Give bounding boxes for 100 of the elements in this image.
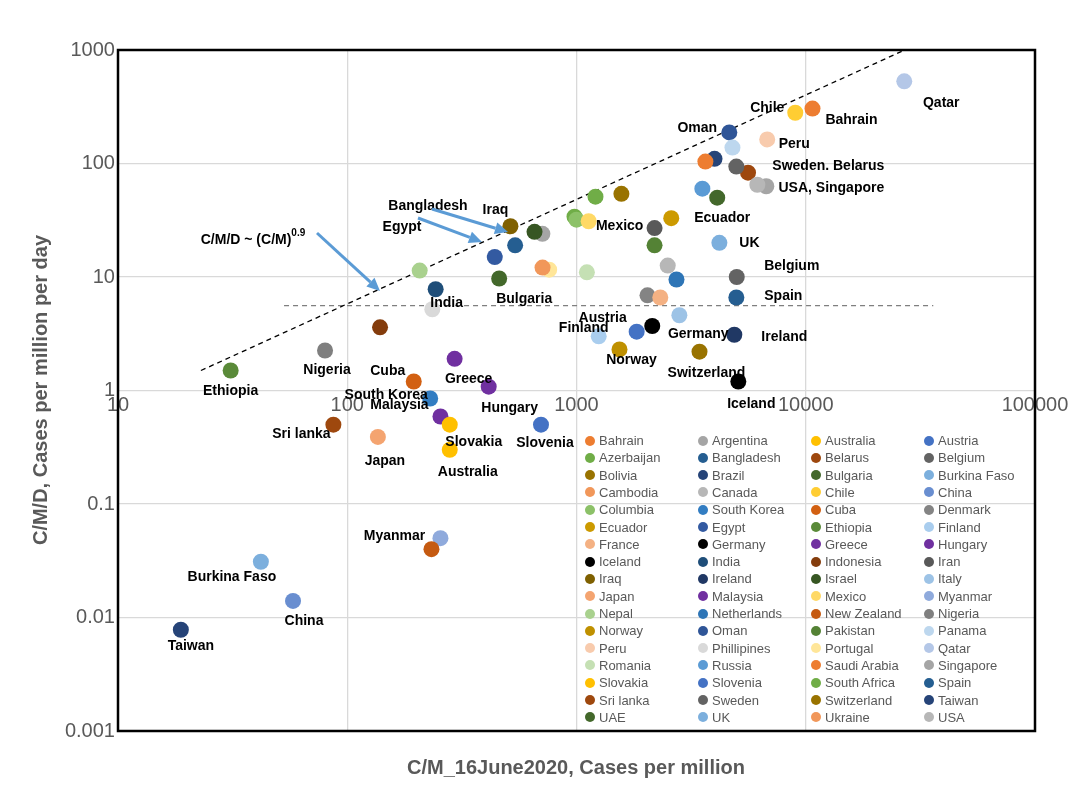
y-tick-label: 10 bbox=[92, 264, 115, 287]
legend-label: Peru bbox=[599, 640, 627, 656]
legend-label: Sweden bbox=[712, 692, 759, 708]
annotation: Bahrain bbox=[825, 111, 878, 128]
annotation: Hungary bbox=[481, 398, 539, 415]
legend-label: Denmark bbox=[938, 502, 991, 518]
legend-label: New Zealand bbox=[825, 606, 902, 622]
annotation: Greece bbox=[444, 369, 493, 386]
legend-label: Hungary bbox=[938, 536, 988, 552]
annotation: Oman bbox=[677, 119, 718, 136]
legend-label: Nepal bbox=[599, 606, 633, 622]
legend-label: Singapore bbox=[938, 657, 998, 673]
legend-label: Cuba bbox=[825, 502, 857, 518]
legend-label: Oman bbox=[712, 623, 748, 639]
legend-label: Ethiopia bbox=[825, 519, 872, 535]
x-tick-label: 1000 bbox=[554, 393, 599, 416]
legend-label: UAE bbox=[599, 709, 626, 725]
legend-label: Saudi Arabia bbox=[825, 657, 899, 673]
legend-label: Canada bbox=[712, 484, 758, 500]
legend-label: Italy bbox=[938, 571, 962, 587]
x-axis-title: C/M_16June2020, Cases per million bbox=[407, 756, 745, 779]
legend-label: Spain bbox=[938, 675, 972, 691]
legend-label: Argentina bbox=[712, 433, 768, 449]
legend-label: Ukraine bbox=[825, 709, 870, 725]
legend-label: Iran bbox=[938, 554, 961, 570]
y-tick-label: 0.01 bbox=[76, 605, 115, 628]
legend-label: Finland bbox=[938, 519, 981, 535]
annotation: Cuba bbox=[370, 362, 406, 379]
annotation: Bulgaria bbox=[496, 290, 553, 307]
legend-label: Cambodia bbox=[599, 484, 659, 500]
legend-label: Malaysia bbox=[712, 588, 764, 604]
legend-label: Belgium bbox=[938, 450, 985, 466]
legend-label: Taiwan bbox=[938, 692, 979, 708]
annotation: Nigeria bbox=[303, 361, 351, 378]
annotation: Iceland bbox=[727, 395, 776, 412]
annotation: Ethiopia bbox=[203, 382, 259, 399]
legend-label: Netherlands bbox=[712, 606, 783, 622]
legend-label: Pakistan bbox=[825, 623, 875, 639]
annotation: Taiwan bbox=[167, 636, 215, 653]
y-axis-title: C/M/D, Cases per million per day bbox=[28, 234, 52, 546]
y-tick-label: 0.001 bbox=[64, 718, 115, 741]
legend-label: Burkina Faso bbox=[938, 467, 1015, 483]
legend-label: Bolivia bbox=[599, 467, 638, 483]
legend-label: Bahrain bbox=[599, 433, 644, 449]
annotation: Switzerland bbox=[667, 364, 746, 381]
annotation: Sweden. Belarus bbox=[772, 157, 885, 174]
legend-label: Ireland bbox=[712, 571, 752, 587]
annotation: Myanmar bbox=[363, 527, 426, 544]
legend-label: Romania bbox=[599, 657, 652, 673]
legend-label: UK bbox=[712, 709, 731, 725]
annotation: Burkina Faso bbox=[187, 567, 277, 584]
legend-label: Chile bbox=[825, 484, 855, 500]
annotation: Chile bbox=[750, 98, 785, 115]
legend-label: Portugal bbox=[825, 640, 874, 656]
legend-label: Israel bbox=[825, 571, 857, 587]
legend-label: Phillipines bbox=[712, 640, 771, 656]
legend-label: Egypt bbox=[712, 519, 746, 535]
y-tick-label: 0.1 bbox=[87, 491, 115, 514]
annotation: Bangladesh bbox=[388, 196, 468, 213]
y-tick-label: 100 bbox=[81, 151, 115, 174]
legend-label: India bbox=[712, 554, 741, 570]
legend-label: Austria bbox=[938, 433, 979, 449]
legend-label: Slovakia bbox=[599, 675, 649, 691]
legend-label: Australia bbox=[825, 433, 876, 449]
annotation: Ecuador bbox=[694, 209, 751, 226]
legend-label: China bbox=[938, 484, 972, 500]
legend-label: Iceland bbox=[599, 554, 641, 570]
annotation: Sri lanka bbox=[272, 424, 331, 441]
legend-label: Nigeria bbox=[938, 606, 980, 622]
annotation: Ireland bbox=[761, 327, 808, 344]
legend-label: USA bbox=[938, 709, 965, 725]
annotation: India bbox=[430, 294, 464, 311]
y-tick-label: 1000 bbox=[70, 37, 115, 60]
annotation: Mexico bbox=[595, 217, 644, 234]
legend-label: Ecuador bbox=[599, 519, 648, 535]
legend-label: South Korea bbox=[712, 502, 785, 518]
legend-label: Iraq bbox=[599, 571, 622, 587]
legend-label: Japan bbox=[599, 588, 635, 604]
legend-label: Bangladesh bbox=[712, 450, 781, 466]
annotation: UK bbox=[739, 233, 760, 250]
annotation: Egypt bbox=[382, 217, 422, 234]
annotation: China bbox=[284, 611, 324, 628]
legend-label: Columbia bbox=[599, 502, 654, 518]
legend-label: South Africa bbox=[825, 675, 896, 691]
legend-label: Belarus bbox=[825, 450, 870, 466]
legend-label: Switzerland bbox=[825, 692, 893, 708]
legend-label: Germany bbox=[712, 536, 766, 552]
annotation: Iraq bbox=[482, 201, 509, 218]
legend-label: Greece bbox=[825, 536, 868, 552]
legend-label: Myanmar bbox=[938, 588, 993, 604]
x-tick-label: 10000 bbox=[777, 393, 834, 416]
annotation: Australia bbox=[437, 462, 498, 479]
legend-label: Azerbaijan bbox=[599, 450, 661, 466]
annotation: Peru bbox=[778, 135, 810, 152]
legend-label: Qatar bbox=[938, 640, 971, 656]
annotation: Qatar bbox=[922, 94, 961, 111]
legend-label: France bbox=[599, 536, 640, 552]
annotation: Norway bbox=[606, 351, 657, 368]
annotation: Spain bbox=[764, 287, 803, 304]
annotation: Slovenia bbox=[516, 433, 574, 450]
